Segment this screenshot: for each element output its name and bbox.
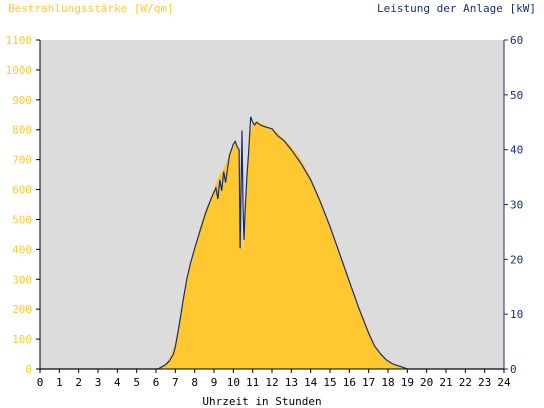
- x-tick-label: 19: [401, 376, 414, 389]
- right-y-tick-label: 30: [510, 199, 523, 212]
- right-y-tick-label: 0: [510, 363, 517, 376]
- x-tick-label: 8: [191, 376, 198, 389]
- right-y-tick-label: 10: [510, 308, 523, 321]
- left-y-tick-label: 700: [12, 154, 32, 167]
- left-y-tick-label: 900: [12, 94, 32, 107]
- x-tick-label: 16: [343, 376, 356, 389]
- x-tick-label: 0: [37, 376, 44, 389]
- left-y-tick-label: 1100: [6, 34, 33, 47]
- x-tick-label: 10: [227, 376, 240, 389]
- left-y-ticks: 0 100 200 300 400 500 600 700 800 900 1000 1100: [6, 34, 40, 376]
- x-tick-label: 1: [56, 376, 63, 389]
- x-tick-label: 15: [323, 376, 336, 389]
- left-y-tick-label: 1000: [6, 64, 33, 77]
- right-y-tick-label: 60: [510, 34, 523, 47]
- x-tick-label: 3: [95, 376, 102, 389]
- right-y-tick-label: 40: [510, 144, 523, 157]
- left-y-tick-label: 400: [12, 243, 32, 256]
- x-tick-label: 5: [133, 376, 140, 389]
- x-tick-label: 12: [265, 376, 278, 389]
- right-y-tick-label: 20: [510, 253, 523, 266]
- left-y-tick-label: 800: [12, 124, 32, 137]
- left-axis-title: Bestrahlungsstärke [W/qm]: [8, 2, 174, 15]
- x-tick-label: 21: [439, 376, 452, 389]
- left-y-tick-label: 100: [12, 333, 32, 346]
- right-y-tick-label: 50: [510, 89, 523, 102]
- x-tick-label: 18: [381, 376, 394, 389]
- x-tick-label: 24: [497, 376, 511, 389]
- x-ticks: 0 1 2 3 4 5 6 7 8 9 10 11 12 13 14 15 16 17 18 19 20 21 22 23 24: [37, 369, 511, 389]
- x-tick-label: 9: [211, 376, 218, 389]
- x-tick-label: 4: [114, 376, 121, 389]
- x-tick-label: 6: [153, 376, 160, 389]
- x-tick-label: 22: [459, 376, 472, 389]
- x-tick-label: 23: [478, 376, 491, 389]
- x-tick-label: 11: [246, 376, 259, 389]
- x-tick-label: 17: [362, 376, 375, 389]
- left-y-tick-label: 600: [12, 184, 32, 197]
- right-axis-title: Leistung der Anlage [kW]: [377, 2, 536, 15]
- x-tick-label: 20: [420, 376, 433, 389]
- left-y-tick-label: 200: [12, 303, 32, 316]
- left-y-tick-label: 0: [25, 363, 32, 376]
- left-y-tick-label: 500: [12, 213, 32, 226]
- power-line: [40, 116, 504, 370]
- right-y-ticks: 0 10 20 30 40 50 60: [504, 34, 523, 376]
- x-tick-label: 2: [75, 376, 82, 389]
- x-tick-label: 13: [285, 376, 298, 389]
- irradiance-area: [40, 120, 504, 369]
- left-y-tick-label: 300: [12, 273, 32, 286]
- x-tick-label: 7: [172, 376, 179, 389]
- x-axis-label: Uhrzeit in Stunden: [202, 395, 321, 408]
- x-tick-label: 14: [304, 376, 318, 389]
